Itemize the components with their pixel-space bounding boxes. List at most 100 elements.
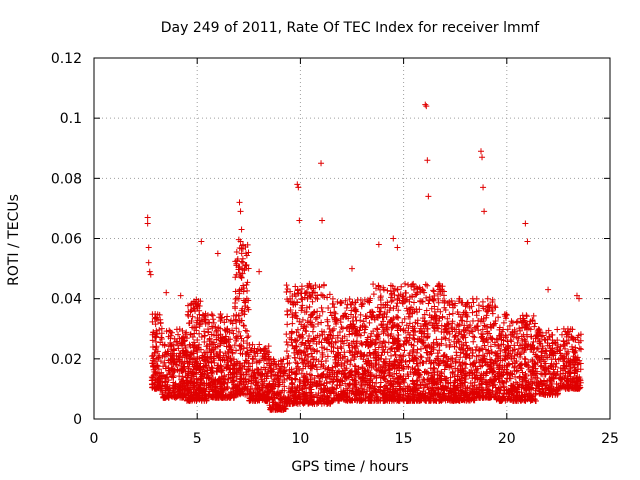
data-point: [269, 388, 276, 395]
data-point: [236, 290, 243, 297]
data-point: [209, 325, 216, 332]
data-point: [294, 360, 301, 367]
data-point: [306, 332, 313, 339]
data-point: [180, 347, 187, 354]
data-point: [256, 385, 263, 392]
data-point: [267, 367, 274, 374]
data-point: [185, 370, 192, 377]
data-point: [314, 366, 321, 373]
data-point: [187, 331, 194, 338]
data-point: [178, 368, 185, 375]
data-point: [240, 282, 247, 289]
data-point: [269, 368, 276, 375]
data-point: [237, 238, 244, 245]
data-point: [296, 318, 303, 325]
data-point: [301, 309, 308, 316]
data-point: [156, 381, 163, 388]
data-point: [176, 326, 183, 333]
data-point: [197, 375, 204, 382]
data-point: [278, 389, 285, 396]
data-point: [469, 309, 476, 316]
data-point: [240, 371, 247, 378]
chart-title: Day 249 of 2011, Rate Of TEC Index for r…: [161, 20, 541, 36]
data-point: [294, 400, 301, 407]
data-point: [205, 381, 212, 388]
data-point: [184, 358, 191, 365]
data-point: [152, 334, 159, 341]
data-point: [422, 281, 429, 288]
data-point: [271, 358, 278, 365]
data-point: [194, 363, 201, 370]
data-point: [422, 101, 429, 108]
data-point: [320, 282, 327, 289]
data-point: [190, 355, 197, 362]
data-point: [154, 348, 161, 355]
data-point: [224, 348, 231, 355]
x-tick-label: 10: [291, 431, 309, 447]
data-point: [210, 394, 217, 401]
data-point: [177, 392, 184, 399]
data-point: [198, 333, 205, 340]
data-point: [417, 345, 424, 352]
data-point: [240, 337, 247, 344]
data-point: [238, 258, 245, 265]
data-point: [275, 381, 282, 388]
data-point: [292, 359, 299, 366]
data-point: [233, 347, 240, 354]
data-point: [284, 311, 291, 318]
data-point: [163, 289, 170, 296]
x-tick-label: 15: [395, 431, 413, 447]
data-point: [158, 334, 165, 341]
data-point: [166, 327, 173, 334]
data-point: [202, 353, 209, 360]
data-point: [159, 352, 166, 359]
data-point: [242, 262, 249, 269]
data-point: [233, 271, 240, 278]
data-point: [509, 319, 516, 326]
data-point: [176, 384, 183, 391]
data-point: [232, 382, 239, 389]
data-point: [212, 323, 219, 330]
data-point: [149, 311, 156, 318]
data-point: [169, 365, 176, 372]
data-point: [253, 384, 260, 391]
data-point: [248, 346, 255, 353]
data-point: [373, 325, 380, 332]
data-point: [303, 370, 310, 377]
data-point: [149, 377, 156, 384]
data-point: [151, 385, 158, 392]
data-point: [198, 238, 205, 245]
data-point: [235, 264, 242, 271]
data-point: [201, 316, 208, 323]
data-point: [261, 355, 268, 362]
data-point: [209, 370, 216, 377]
data-point: [231, 342, 238, 349]
data-point: [410, 299, 417, 306]
data-point: [281, 405, 288, 412]
data-point: [194, 315, 201, 322]
data-point: [162, 387, 169, 394]
data-point: [187, 352, 194, 359]
data-point: [244, 334, 251, 341]
data-point: [251, 369, 258, 376]
data-point: [226, 342, 233, 349]
data-point: [484, 295, 491, 302]
data-point: [250, 392, 257, 399]
data-point: [208, 369, 215, 376]
data-point: [250, 356, 257, 363]
data-point: [150, 329, 157, 336]
data-point: [418, 354, 425, 361]
data-point: [208, 311, 215, 318]
data-point: [281, 387, 288, 394]
data-point: [508, 318, 515, 325]
data-point: [206, 364, 213, 371]
x-tick-label: 25: [601, 431, 619, 447]
data-point: [237, 208, 244, 215]
data-point: [292, 312, 299, 319]
data-point: [155, 366, 162, 373]
data-point: [248, 373, 255, 380]
data-point: [168, 346, 175, 353]
data-point: [214, 250, 221, 257]
data-point: [424, 157, 431, 164]
